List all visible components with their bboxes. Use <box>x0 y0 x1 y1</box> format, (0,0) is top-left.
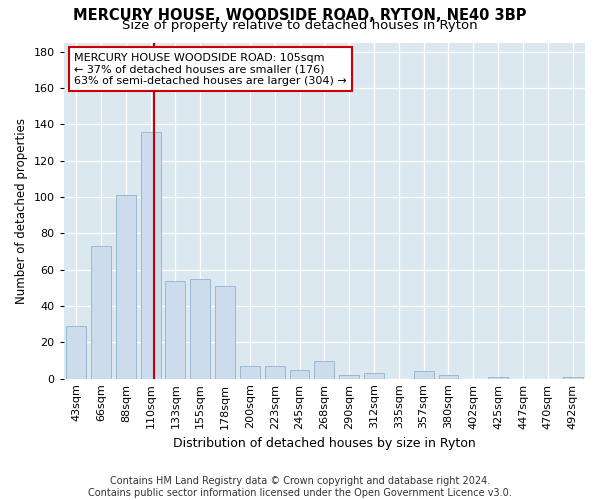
Bar <box>314 360 334 378</box>
Bar <box>240 366 260 378</box>
Text: Contains HM Land Registry data © Crown copyright and database right 2024.
Contai: Contains HM Land Registry data © Crown c… <box>88 476 512 498</box>
X-axis label: Distribution of detached houses by size in Ryton: Distribution of detached houses by size … <box>173 437 476 450</box>
Bar <box>488 377 508 378</box>
Text: MERCURY HOUSE WOODSIDE ROAD: 105sqm
← 37% of detached houses are smaller (176)
6: MERCURY HOUSE WOODSIDE ROAD: 105sqm ← 37… <box>74 52 347 86</box>
Y-axis label: Number of detached properties: Number of detached properties <box>15 118 28 304</box>
Bar <box>140 132 161 378</box>
Bar <box>116 195 136 378</box>
Bar <box>339 375 359 378</box>
Bar <box>215 286 235 378</box>
Bar <box>166 280 185 378</box>
Bar <box>364 373 384 378</box>
Bar <box>66 326 86 378</box>
Bar <box>563 377 583 378</box>
Bar <box>265 366 284 378</box>
Bar <box>414 372 434 378</box>
Bar <box>290 370 310 378</box>
Bar <box>439 375 458 378</box>
Bar <box>91 246 111 378</box>
Text: MERCURY HOUSE, WOODSIDE ROAD, RYTON, NE40 3BP: MERCURY HOUSE, WOODSIDE ROAD, RYTON, NE4… <box>73 8 527 22</box>
Text: Size of property relative to detached houses in Ryton: Size of property relative to detached ho… <box>122 19 478 32</box>
Bar <box>190 278 210 378</box>
